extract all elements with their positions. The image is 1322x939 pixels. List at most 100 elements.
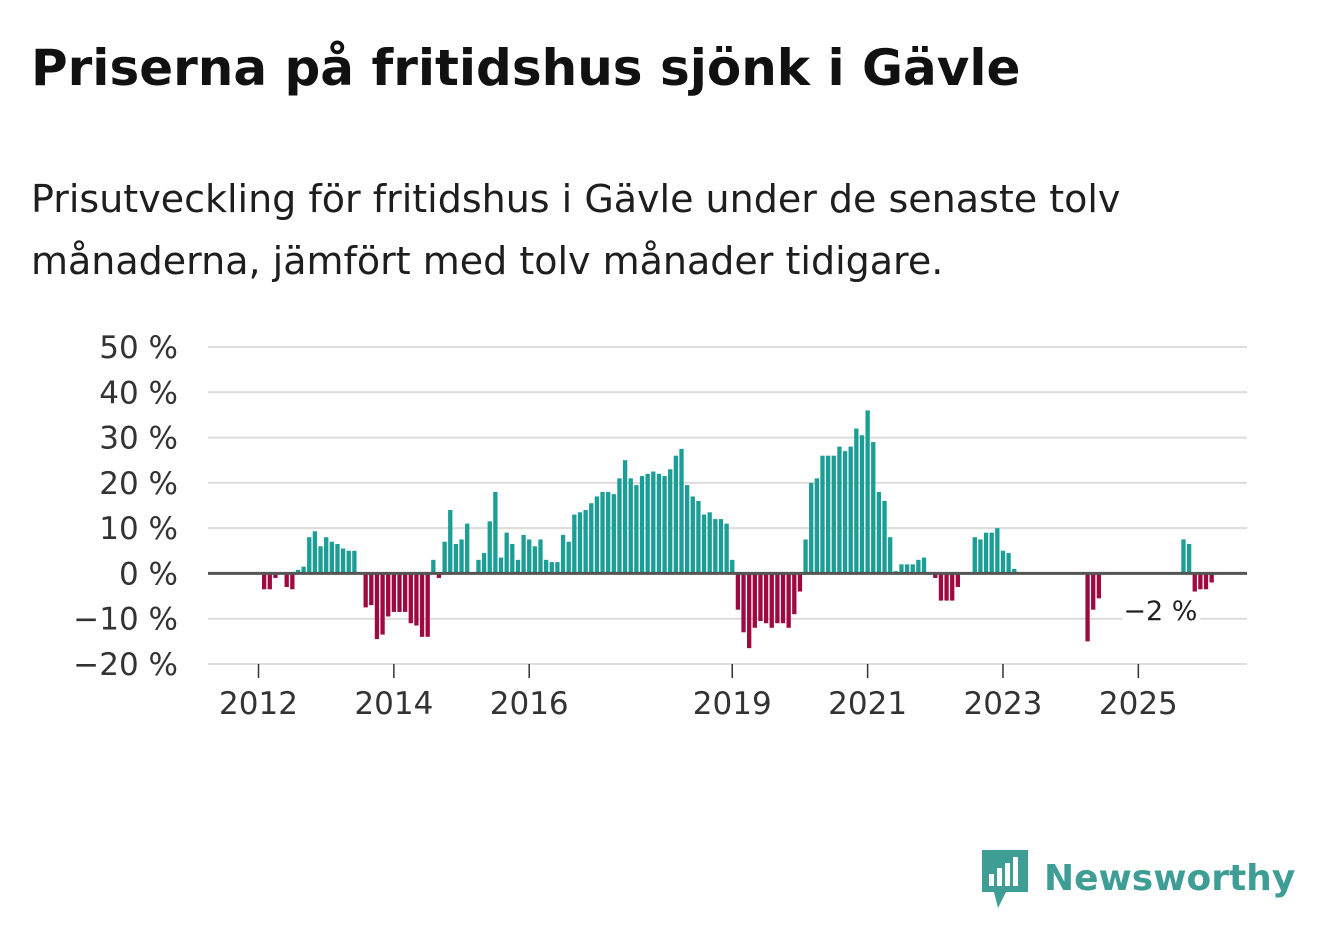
bar — [453, 543, 459, 574]
bar — [273, 573, 278, 578]
bar — [735, 573, 741, 610]
bar-chart: 50 %40 %30 %20 %10 %0 %−10 %−20 % 2012 20… — [73, 330, 1247, 722]
bar — [933, 573, 938, 578]
bar — [566, 541, 571, 574]
brand-logo: Newsworthy — [980, 848, 1295, 910]
bar — [408, 573, 413, 624]
bar — [713, 519, 718, 574]
bar — [904, 564, 910, 574]
bar — [747, 573, 752, 649]
bar — [724, 523, 729, 574]
bar — [442, 541, 447, 574]
bar — [312, 531, 318, 574]
bar — [1006, 553, 1011, 574]
x-tick-label: 2025 — [1099, 686, 1178, 722]
bar — [267, 573, 272, 590]
bar — [583, 510, 588, 574]
y-tick-label: 0 % — [119, 556, 178, 592]
bar — [1000, 550, 1006, 574]
bar — [668, 469, 673, 574]
bar — [797, 573, 803, 592]
bar — [318, 546, 323, 574]
bar — [521, 534, 526, 574]
bar — [730, 559, 735, 574]
bar — [538, 539, 543, 574]
bar — [684, 485, 690, 574]
bar — [346, 550, 351, 574]
bar — [295, 569, 301, 574]
bar — [718, 519, 724, 574]
bar — [476, 559, 481, 574]
y-tick-label: 30 % — [99, 421, 178, 457]
bar — [374, 573, 380, 640]
chart-annotation: −2 % — [1122, 592, 1201, 627]
bar — [465, 523, 470, 574]
bar — [436, 573, 442, 578]
bar — [950, 573, 955, 601]
bar — [261, 573, 267, 590]
bar — [284, 573, 289, 588]
bar — [340, 548, 346, 574]
bar — [645, 473, 650, 574]
bar — [741, 573, 746, 633]
bar — [1203, 573, 1209, 590]
x-tick-label: 2019 — [693, 686, 772, 722]
bar — [425, 573, 430, 637]
x-tick-label: 2021 — [828, 686, 907, 722]
bar — [363, 573, 368, 608]
y-tick-label: −10 % — [73, 602, 178, 638]
bar — [324, 537, 329, 574]
bar — [1096, 573, 1102, 599]
newsworthy-logo-icon — [982, 850, 1028, 908]
bar — [329, 541, 334, 574]
bar — [589, 503, 594, 574]
bar — [656, 473, 662, 574]
bar — [848, 446, 853, 574]
bar — [639, 476, 645, 574]
x-tick-label: 2012 — [219, 686, 298, 722]
bar — [1192, 573, 1197, 592]
y-tick-label: 50 % — [99, 330, 178, 366]
bar — [944, 573, 949, 601]
bar — [572, 514, 577, 574]
chart-gridlines — [208, 346, 1247, 665]
x-tick-label: 2023 — [964, 686, 1043, 722]
bar — [888, 537, 893, 574]
bar — [854, 428, 859, 574]
bar — [402, 573, 408, 612]
x-tick-label: 2014 — [354, 686, 433, 722]
bar — [577, 512, 583, 574]
bar — [290, 573, 295, 590]
bar — [701, 514, 707, 574]
bar — [600, 491, 605, 574]
bar — [916, 559, 921, 574]
bar — [696, 500, 701, 574]
bar — [549, 562, 554, 574]
bar — [431, 559, 436, 574]
page-subtitle: Prisutveckling för fritidshus i Gävle un… — [31, 177, 1121, 283]
bar — [809, 482, 814, 574]
bar — [634, 485, 639, 574]
bar — [369, 573, 374, 606]
bar — [803, 539, 808, 574]
bar — [938, 573, 944, 601]
bar — [792, 573, 797, 615]
bar — [498, 557, 504, 574]
y-axis: 50 % 40 % 30 % 20 % 10 % 0 % −10 % −20 % — [73, 330, 178, 683]
bar — [780, 573, 786, 624]
bar — [397, 573, 402, 612]
annotation-label: −2 % — [1123, 596, 1197, 627]
bar — [955, 573, 961, 588]
bar — [1198, 573, 1203, 590]
bar — [532, 546, 538, 574]
bar — [921, 557, 927, 574]
bar — [414, 573, 419, 626]
bar — [763, 573, 769, 624]
bar — [560, 534, 566, 574]
bar — [758, 573, 763, 621]
bar — [842, 451, 848, 574]
bar — [679, 448, 684, 574]
bar — [622, 460, 628, 574]
y-tick-label: 10 % — [99, 511, 178, 547]
bar — [543, 559, 549, 574]
